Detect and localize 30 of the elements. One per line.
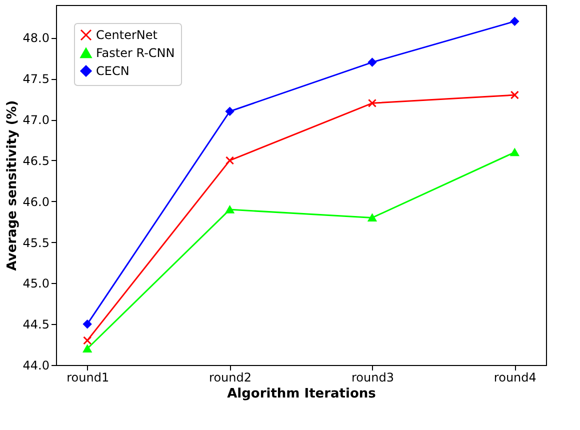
y-tick-label: 46.0 [22,194,50,209]
legend-label: Faster R-CNN [96,46,175,60]
y-tick-label: 45.0 [22,276,50,291]
point [368,214,377,222]
point [83,320,92,328]
y-tick-label: 48.0 [22,31,50,46]
x-tick-label: round4 [494,370,536,384]
y-axis-title: Average sensitivity (%) [4,100,20,271]
point [510,148,519,156]
y-tick-label: 46.5 [22,154,50,168]
point [368,98,377,108]
point [83,336,92,345]
point [83,344,92,352]
x-tick-label: round2 [209,370,252,384]
x-tick-label: round3 [351,370,394,384]
point [368,58,377,67]
point [225,156,234,165]
legend-label: CECN [96,64,130,78]
point [510,17,519,26]
point [510,90,519,100]
y-tick-label: 44.5 [22,318,50,332]
legend-label: CenterNet [96,28,158,42]
x-axis-title: Algorithm Iterations [227,386,376,402]
point [225,107,234,116]
point [225,206,234,214]
y-tick-label: 47.5 [22,72,50,86]
x-tick-label: round1 [66,370,110,384]
y-tick-label: 44.0 [22,358,50,372]
y-tick-label: 45.5 [22,236,50,250]
y-tick-label: 47.0 [22,113,50,128]
